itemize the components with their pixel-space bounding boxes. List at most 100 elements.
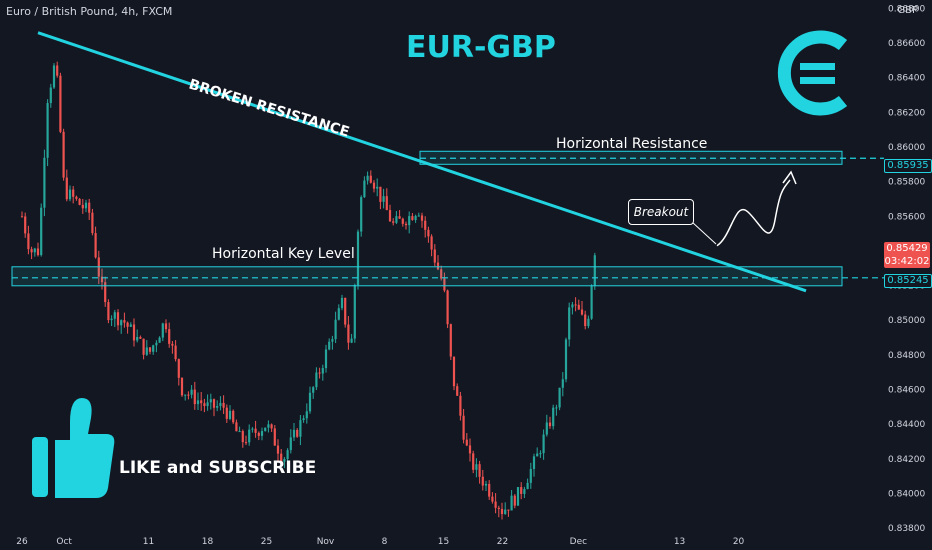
candle-body bbox=[520, 487, 523, 494]
candle-body bbox=[270, 424, 273, 429]
candle-body bbox=[123, 320, 126, 323]
candle-body bbox=[225, 407, 228, 419]
candle-body bbox=[219, 402, 222, 406]
candle-body bbox=[241, 431, 244, 443]
candle-body bbox=[200, 400, 203, 404]
candle-body bbox=[132, 324, 136, 341]
candle-body bbox=[331, 339, 334, 342]
candle-body bbox=[286, 450, 289, 460]
time-tick-label: 22 bbox=[497, 537, 508, 547]
candle-body bbox=[363, 180, 366, 198]
candle-body bbox=[446, 290, 449, 325]
candle-body bbox=[526, 482, 529, 490]
candle-body bbox=[427, 229, 430, 237]
time-tick-label: Dec bbox=[570, 537, 587, 547]
candle-body bbox=[587, 318, 590, 327]
candle-body bbox=[212, 399, 216, 408]
candle-body bbox=[43, 157, 46, 208]
candle-body bbox=[337, 308, 340, 320]
candle-body bbox=[152, 345, 155, 352]
candle-body bbox=[81, 204, 84, 209]
candle-body bbox=[497, 507, 500, 509]
candle-body bbox=[529, 468, 532, 483]
time-tick-label: 18 bbox=[202, 537, 214, 547]
candle-body bbox=[366, 175, 369, 181]
candle-body bbox=[78, 198, 81, 205]
time-axis[interactable]: 26 Oct 11 18 25 Nov 8 15 22 Dec 13 20 bbox=[16, 537, 744, 547]
candle-body bbox=[340, 297, 344, 309]
candle-body bbox=[536, 453, 539, 457]
time-tick-label: 20 bbox=[733, 537, 745, 547]
candle-body bbox=[302, 418, 305, 421]
candle-body bbox=[308, 392, 312, 412]
candle-body bbox=[324, 349, 328, 369]
candle-body bbox=[379, 186, 382, 202]
candle-body bbox=[353, 285, 356, 339]
candle-body bbox=[116, 312, 120, 326]
candle-body bbox=[574, 304, 577, 306]
candle-body bbox=[417, 215, 420, 217]
candle-body bbox=[49, 87, 52, 104]
projection-path bbox=[716, 179, 791, 247]
price-tick-label: 0.86800 bbox=[888, 4, 925, 14]
candle-body bbox=[187, 394, 190, 396]
time-tick-label: Nov bbox=[317, 537, 335, 547]
broken-resistance-label: BROKEN RESISTANCE bbox=[187, 77, 351, 141]
like-subscribe-text: LIKE and SUBSCRIBE bbox=[119, 458, 317, 478]
time-tick-label: 11 bbox=[143, 537, 154, 547]
candle-body bbox=[328, 341, 331, 350]
candle-body bbox=[347, 324, 350, 343]
countdown: 03:42:02 bbox=[884, 256, 930, 267]
price-tick-label: 0.84200 bbox=[888, 455, 925, 465]
symbol-header: Euro / British Pound, 4h, FXCM bbox=[6, 5, 173, 18]
candle-body bbox=[267, 424, 270, 428]
price-tick-label: 0.85800 bbox=[888, 178, 925, 188]
candle-body bbox=[593, 255, 596, 286]
candle-body bbox=[382, 196, 385, 202]
candle-body bbox=[94, 233, 97, 258]
candle-body bbox=[334, 319, 337, 340]
candle-body bbox=[52, 65, 56, 88]
price-tick-label: 0.84400 bbox=[888, 420, 925, 430]
candle-body bbox=[107, 302, 110, 321]
candle-body bbox=[88, 202, 91, 213]
candle-body bbox=[126, 322, 129, 327]
candle-body bbox=[558, 387, 561, 408]
candle-body bbox=[65, 177, 68, 200]
candle-body bbox=[145, 347, 148, 355]
candle-body bbox=[228, 410, 232, 419]
candle-body bbox=[385, 196, 388, 211]
price-axis[interactable]: 0.83800 0.84000 0.84200 0.84400 0.84600 0.848… bbox=[888, 4, 925, 534]
candle-body bbox=[62, 131, 65, 178]
candle-body bbox=[216, 405, 219, 408]
candle-body bbox=[398, 216, 401, 219]
candle-body bbox=[440, 269, 443, 279]
horizontal-key-level-zone bbox=[11, 266, 843, 287]
price-tick-label: 0.84600 bbox=[888, 386, 925, 396]
candle-body bbox=[344, 297, 347, 325]
candle-body bbox=[321, 368, 324, 374]
candle-body bbox=[472, 453, 475, 470]
candle-body bbox=[113, 312, 116, 319]
candle-body bbox=[459, 395, 462, 416]
candle-body bbox=[372, 182, 376, 189]
candle-body bbox=[161, 323, 164, 338]
candle-body bbox=[356, 231, 360, 286]
candle-body bbox=[280, 453, 283, 462]
breakout-pointer bbox=[691, 221, 717, 245]
price-tick-label: 0.86600 bbox=[888, 39, 925, 49]
price-tick-label: 0.84000 bbox=[888, 489, 925, 499]
candle-body bbox=[548, 422, 552, 427]
price-tick-label: 0.83800 bbox=[888, 524, 925, 534]
time-tick-label: 15 bbox=[438, 537, 449, 547]
broken-resistance-trendline bbox=[37, 31, 807, 293]
candle-body bbox=[436, 262, 440, 270]
candle-body bbox=[299, 420, 302, 437]
candle-body bbox=[174, 345, 177, 360]
candle-body bbox=[139, 336, 142, 339]
candle-body bbox=[84, 202, 88, 209]
candle-body bbox=[312, 387, 315, 393]
candle-body bbox=[555, 407, 558, 409]
candle-body bbox=[244, 442, 248, 444]
